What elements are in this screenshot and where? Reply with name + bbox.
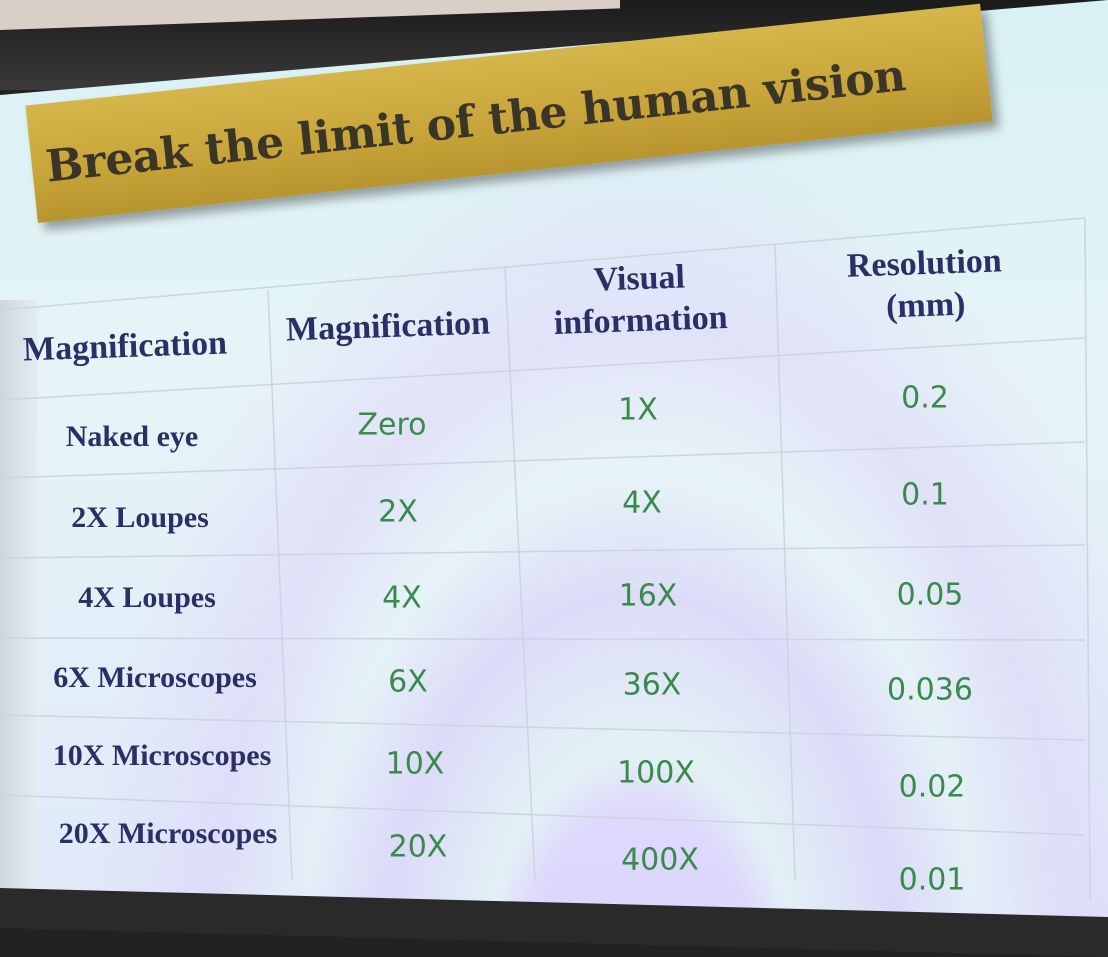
column-header-magnification-device: Magnification	[22, 324, 228, 369]
header-line: Visual	[592, 258, 686, 299]
resolution-cell: 0.01	[898, 862, 966, 898]
resolution-cell: 0.1	[901, 477, 949, 513]
header-line: information	[553, 298, 729, 343]
resolution-cell: 0.05	[896, 577, 964, 613]
header-line: (mm)	[885, 285, 966, 326]
header-line: Resolution	[846, 242, 1003, 285]
row-label: 4X Loupes	[78, 581, 216, 614]
visual-information-cell: 100X	[617, 755, 695, 791]
visual-information-cell: 1X	[618, 392, 658, 428]
row-label: 2X Loupes	[71, 501, 209, 534]
magnification-cell: 4X	[382, 580, 422, 616]
table-grid	[0, 217, 1091, 901]
column-header-magnification: Magnification	[285, 304, 491, 349]
resolution-cell: 0.02	[898, 769, 966, 805]
column-header-resolution: Resolution (mm)	[846, 240, 1004, 329]
visual-information-cell: 36X	[622, 667, 682, 703]
column-header-visual-information: Visual information	[552, 255, 729, 345]
resolution-cell: 0.036	[887, 672, 973, 708]
row-label: 20X Microscopes	[58, 817, 278, 850]
visual-information-cell: 16X	[618, 578, 678, 614]
visual-information-cell: 400X	[621, 842, 699, 878]
row-label: 6X Microscopes	[53, 661, 257, 694]
magnification-cell: 20X	[388, 829, 448, 865]
magnification-cell: 2X	[378, 494, 418, 530]
row-label: 10X Microscopes	[52, 739, 272, 772]
visual-information-cell: 4X	[622, 485, 662, 521]
magnification-cell: 10X	[385, 746, 445, 782]
resolution-cell: 0.2	[901, 380, 949, 416]
magnification-cell: 6X	[388, 664, 428, 700]
row-label: Naked eye	[65, 420, 199, 453]
magnification-cell: Zero	[357, 407, 427, 443]
